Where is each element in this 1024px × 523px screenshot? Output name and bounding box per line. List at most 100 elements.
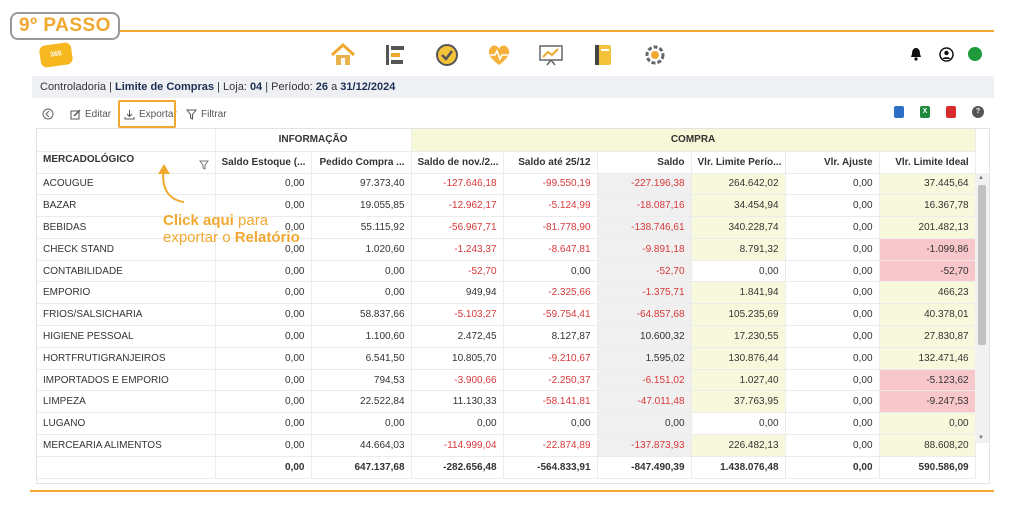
limits-table: INFORMAÇÃO COMPRA MERCADOLÓGICO Saldo Es… [37,129,976,479]
user-area [908,46,982,62]
cell-value: 949,94 [411,281,504,305]
col-header-4[interactable]: Saldo [597,151,692,174]
cell-value: -137.873,93 [597,434,692,457]
cell-value: 0,00 [215,369,312,392]
table-row[interactable]: BAZAR 0,00 19.055,85 -12.962,17 -5.124,99 -18… [37,194,976,218]
cell-value: 201.482,13 [879,216,976,239]
col-header-6[interactable]: Vlr. Ajuste [785,151,880,174]
home-icon[interactable] [328,40,358,70]
edit-button[interactable]: Editar [70,105,111,123]
table-row[interactable]: HORTFRUTIGRANJEIROS 0,00 6.541,50 10.805,70… [37,347,976,370]
cell-value: -47.011,48 [597,390,692,414]
cell-value: 55.115,92 [311,216,412,239]
breadcrumb-section[interactable]: Controladoria | [40,81,116,93]
cell-value: -52,70 [411,260,504,283]
filter-icon [186,109,197,120]
cell-value: 130.876,44 [691,347,786,370]
cell-value: -138.746,61 [597,216,692,239]
filter-icon[interactable] [198,160,209,170]
table-row[interactable]: BEBIDAS 0,00 55.115,92 -56.967,71 -81.778,90… [37,216,976,239]
cell-value: -9.891,18 [597,238,692,261]
cell-value: 1.100,60 [311,325,412,348]
cell-value: -52,70 [597,260,692,283]
cell-value: 37.445,64 [879,173,976,196]
row-label: FRIOS/SALSICHARIA [37,303,216,327]
cell-value: 0,00 [215,260,312,283]
breadcrumb-periodo-start: 26 [315,81,329,93]
table-row[interactable]: IMPORTADOS E EMPORIO 0,00 794,53 -3.900,66-… [37,369,976,392]
table-row[interactable]: FRIOS/SALSICHARIA 0,00 58.837,66 -5.103,27-… [37,303,976,327]
cell-value: -12.962,17 [411,194,504,218]
cell-value: 105.235,69 [691,303,786,327]
notebook-icon[interactable] [588,40,618,70]
table-row[interactable]: LUGANO 0,00 0,00 0,00 0,00 0,00 0,00 0,00 0,00 [37,412,976,436]
cell-value: -3.900,66 [411,369,504,392]
bars-icon[interactable] [380,40,410,70]
cell-value: 0,00 [215,216,312,239]
cell-value: -9.210,67 [503,347,598,370]
cell-value: 0,00 [785,347,880,370]
cell-value: 0,00 [215,434,312,457]
table-row[interactable]: EMPORIO 0,00 0,00 949,94 -2.325,66 -1.375,71 1… [37,281,976,305]
col-header-5[interactable]: Vlr. Limite Perío... [691,151,786,174]
help-icon[interactable]: ? [972,106,984,118]
app-logo[interactable]: 365 [38,41,74,69]
user-circle-icon[interactable] [938,46,954,62]
row-label: CONTABILIDADE [37,260,216,283]
check-circle-icon[interactable] [432,40,462,70]
scroll-down-icon[interactable]: ▼ [978,435,984,441]
cell-value: 40.378,01 [879,303,976,327]
database-export-icon[interactable] [894,106,904,118]
col-header-2[interactable]: Saldo de nov./2... [411,151,504,174]
table-row[interactable]: CHECK STAND 0,00 1.020,60 -1.243,37 -8.647,8… [37,238,976,261]
export-button[interactable]: Exportar [124,105,177,123]
row-label: CHECK STAND [37,238,216,261]
frame-bottom-line [30,490,994,492]
col-header-3[interactable]: Saldo até 25/12 [503,151,598,174]
total-cell: -282.656,48 [411,455,504,479]
scroll-up-icon[interactable]: ▲ [978,175,984,181]
row-label: BEBIDAS [37,216,216,239]
cell-value: 1.841,94 [691,281,786,305]
table-row[interactable]: ACOUGUE 0,00 97.373,40 -127.646,18 -99.550,1… [37,173,976,196]
back-arrow-icon [42,108,54,120]
cell-value: -58.141,81 [503,390,598,414]
chart-board-icon[interactable] [536,40,566,70]
heart-pulse-icon[interactable] [484,40,514,70]
total-cell: 590.586,09 [879,455,976,479]
cell-value: 794,53 [311,369,412,392]
cell-value: -64.857,68 [597,303,692,327]
cell-value: 0,00 [215,194,312,218]
total-cell: -847.490,39 [597,455,692,479]
total-cell: 0,00 [215,455,312,479]
pdf-icon[interactable] [946,106,956,118]
table-row[interactable]: MERCEARIA ALIMENTOS 0,00 44.664,03 -114.999… [37,434,976,457]
table-row[interactable]: HIGIENE PESSOAL 0,00 1.100,60 2.472,45 8.127… [37,325,976,348]
cell-value: -52,70 [879,260,976,283]
back-button[interactable] [42,105,54,123]
cell-value: -18.087,16 [597,194,692,218]
table-row[interactable]: CONTABILIDADE 0,00 0,00 -52,70 0,00 -52,70 0,0… [37,260,976,283]
row-label: HIGIENE PESSOAL [37,325,216,348]
cell-value: 22.522,84 [311,390,412,414]
col-header-mercadologico[interactable]: MERCADOLÓGICO [37,151,216,174]
cell-value: -2.250,37 [503,369,598,392]
callout-text2: exportar o [163,229,235,246]
bell-icon[interactable] [908,46,924,62]
row-label: LIMPEZA [37,390,216,414]
filter-button[interactable]: Filtrar [186,105,227,123]
col-header-7[interactable]: Vlr. Limite Ideal [879,151,976,174]
breadcrumb-page: Limite de Compras [115,81,215,93]
excel-icon[interactable]: X [920,106,930,118]
step-badge: 9º PASSO [10,12,120,40]
scroll-thumb[interactable] [978,185,986,345]
settings-gear-icon[interactable] [640,40,670,70]
group-header-info: INFORMAÇÃO [215,129,412,152]
table-row[interactable]: LIMPEZA 0,00 22.522,84 11.130,33 -58.141,81-… [37,390,976,414]
cell-value: 0,00 [411,412,504,436]
vertical-scrollbar[interactable]: ▲ ▼ [975,173,989,443]
col-header-0[interactable]: Saldo Estoque (... [215,151,312,174]
cell-value: 0,00 [215,173,312,196]
col-header-1[interactable]: Pedido Compra ... [311,151,412,174]
cell-value: -81.778,90 [503,216,598,239]
